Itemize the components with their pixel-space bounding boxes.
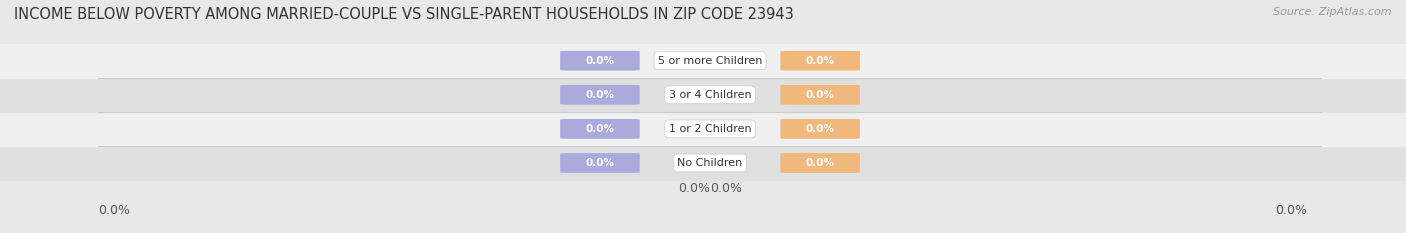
Text: 0.0%: 0.0% (585, 90, 614, 100)
FancyBboxPatch shape (780, 153, 860, 173)
Bar (0, 112, 1406, 146)
FancyBboxPatch shape (560, 51, 640, 71)
Text: 3 or 4 Children: 3 or 4 Children (669, 90, 751, 100)
Text: 0.0%: 0.0% (806, 90, 835, 100)
Bar (0, 44, 1406, 78)
Text: 0.0%: 0.0% (98, 204, 131, 217)
Text: 0.0%: 0.0% (585, 56, 614, 66)
FancyBboxPatch shape (560, 119, 640, 139)
FancyBboxPatch shape (560, 153, 640, 173)
Text: 5 or more Children: 5 or more Children (658, 56, 762, 66)
Text: 0.0%: 0.0% (678, 182, 710, 195)
Text: No Children: No Children (678, 158, 742, 168)
Bar (0, 78, 1406, 112)
Text: 1 or 2 Children: 1 or 2 Children (669, 124, 751, 134)
Text: 0.0%: 0.0% (806, 56, 835, 66)
Text: 0.0%: 0.0% (585, 158, 614, 168)
Text: INCOME BELOW POVERTY AMONG MARRIED-COUPLE VS SINGLE-PARENT HOUSEHOLDS IN ZIP COD: INCOME BELOW POVERTY AMONG MARRIED-COUPL… (14, 7, 794, 22)
FancyBboxPatch shape (560, 85, 640, 105)
FancyBboxPatch shape (780, 119, 860, 139)
Text: 0.0%: 0.0% (1275, 204, 1308, 217)
FancyBboxPatch shape (780, 51, 860, 71)
Text: Source: ZipAtlas.com: Source: ZipAtlas.com (1274, 7, 1392, 17)
FancyBboxPatch shape (780, 85, 860, 105)
Bar (0, 146, 1406, 180)
Text: 0.0%: 0.0% (585, 124, 614, 134)
Text: 0.0%: 0.0% (806, 158, 835, 168)
Text: 0.0%: 0.0% (806, 124, 835, 134)
Text: 0.0%: 0.0% (710, 182, 742, 195)
